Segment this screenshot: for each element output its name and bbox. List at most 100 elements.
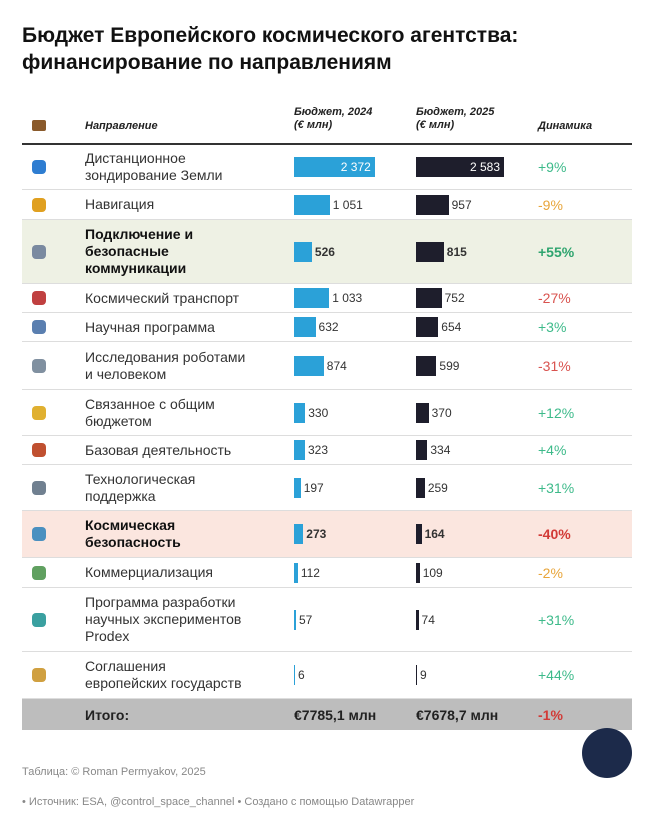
value-label: 599 (439, 358, 460, 373)
direction-name: Космический транспорт (85, 289, 240, 306)
table-row: Соглашения европейских государств 6 9 +44% (22, 652, 632, 699)
bar-cell: 1 051 (294, 190, 363, 219)
source: • Источник: ESA, @control_space_channel … (22, 796, 415, 808)
value-label: 2 372 (340, 160, 371, 174)
value-label: 632 (318, 320, 339, 334)
direction-name: Исследования роботами и человеком (85, 348, 246, 382)
bar (416, 440, 428, 460)
bar-cell: 815 (416, 220, 467, 283)
value-label: 9 (420, 668, 427, 682)
bar (294, 317, 316, 337)
row-icon (32, 527, 46, 541)
bar: 2 372 (294, 157, 375, 177)
bar-cell: 632 (294, 313, 339, 341)
title: Бюджет Европейского космического агентст… (22, 24, 519, 74)
bar-cell: 957 (416, 190, 472, 219)
bar: 2 583 (416, 157, 504, 177)
column-header: Бюджет, 2025 (€ млн) (416, 106, 495, 131)
table-row: Дистанционное зондирование Земли 2 372 2 5… (22, 145, 632, 190)
value-label: 6 (298, 668, 305, 682)
row-icon (32, 565, 46, 580)
change: +31% (538, 479, 575, 496)
bar-cell: 109 (416, 558, 443, 587)
change: +55% (538, 243, 575, 260)
value-label: 259 (427, 480, 448, 495)
row-icon (32, 405, 46, 420)
bar-cell: 9 (416, 652, 427, 698)
total-row: Итого: €7785,1 млн €7678,7 млн -1% (22, 699, 632, 730)
row-icon (32, 358, 46, 373)
column-header: Направление (85, 120, 158, 132)
bar-cell: 330 (294, 390, 328, 435)
bar-cell: 259 (416, 465, 448, 510)
table-row: Коммерциализация 112 109 -2% (22, 558, 632, 588)
bar (294, 665, 295, 685)
direction-name: Базовая деятельность (85, 441, 232, 458)
row-icon (32, 480, 46, 495)
direction-name: Подключение и безопасные коммуникации (85, 226, 194, 276)
column-header: Бюджет, 2024 (€ млн) (294, 106, 373, 131)
value-label: 273 (306, 527, 327, 541)
bar (294, 288, 330, 308)
row-icon (32, 244, 46, 259)
bar-cell: 2 583 (416, 145, 504, 189)
direction-name: Навигация (85, 196, 155, 212)
table-row: Космический транспорт 1 033 752 -27% (22, 284, 632, 313)
bar-cell: 752 (416, 284, 465, 312)
value-label: 874 (326, 358, 347, 373)
bar-cell: 874 (294, 342, 347, 389)
total-2024: €7785,1 млн (294, 706, 377, 723)
avatar (582, 728, 632, 778)
row-icon (32, 291, 46, 305)
row-icon (32, 612, 46, 627)
footer: Таблица: © Roman Permyakov, 2025 • Источ… (22, 750, 414, 825)
value-label: 164 (424, 527, 445, 541)
value-label: 323 (308, 443, 329, 457)
bar (294, 440, 305, 460)
bar (294, 562, 298, 583)
row-icon (32, 160, 46, 174)
bar-cell: 164 (416, 511, 445, 557)
bar-cell: 1 033 (294, 284, 362, 312)
bar-cell: 2 372 (294, 145, 375, 189)
value-label: 654 (441, 320, 462, 334)
value-label: 957 (451, 197, 472, 212)
change: +12% (538, 404, 575, 421)
bar-cell: 654 (416, 313, 461, 341)
value-label: 815 (446, 244, 467, 259)
value-label: 526 (314, 244, 335, 259)
change: -9% (538, 196, 563, 213)
bar-cell: 6 (294, 652, 305, 698)
bar-cell: 112 (294, 558, 320, 587)
value-label: 334 (430, 443, 451, 457)
bar-cell: 334 (416, 436, 450, 464)
change: -27% (538, 290, 571, 306)
bar (416, 317, 439, 337)
change: +9% (538, 159, 567, 175)
bar (294, 241, 312, 262)
direction-name: Дистанционное зондирование Земли (85, 150, 223, 183)
value-label: 330 (308, 405, 329, 420)
value-label: 112 (300, 565, 320, 580)
direction-name: Коммерциализация (85, 564, 214, 580)
bar-cell: 323 (294, 436, 328, 464)
bar (294, 524, 304, 544)
bar (416, 288, 442, 308)
table-row: Базовая деятельность 323 334 +4% (22, 436, 632, 465)
bar (416, 562, 420, 583)
bar (294, 477, 301, 498)
direction-name: Технологическая поддержка (85, 470, 196, 504)
bar-cell: 599 (416, 342, 459, 389)
bar (416, 609, 419, 630)
table-row: Космическая безопасность 273 164 -40% (22, 511, 632, 558)
bar-cell: 273 (294, 511, 326, 557)
table-row: Подключение и безопасные коммуникации 526… (22, 220, 632, 284)
change: +44% (538, 667, 575, 683)
credit: Таблица: © Roman Permyakov, 2025 (22, 766, 206, 778)
total-2025: €7678,7 млн (416, 706, 499, 723)
change: -2% (538, 564, 563, 581)
bar-cell: 74 (416, 588, 435, 651)
change: -40% (538, 526, 571, 542)
header-icon (32, 120, 46, 131)
row-icon (32, 197, 46, 212)
